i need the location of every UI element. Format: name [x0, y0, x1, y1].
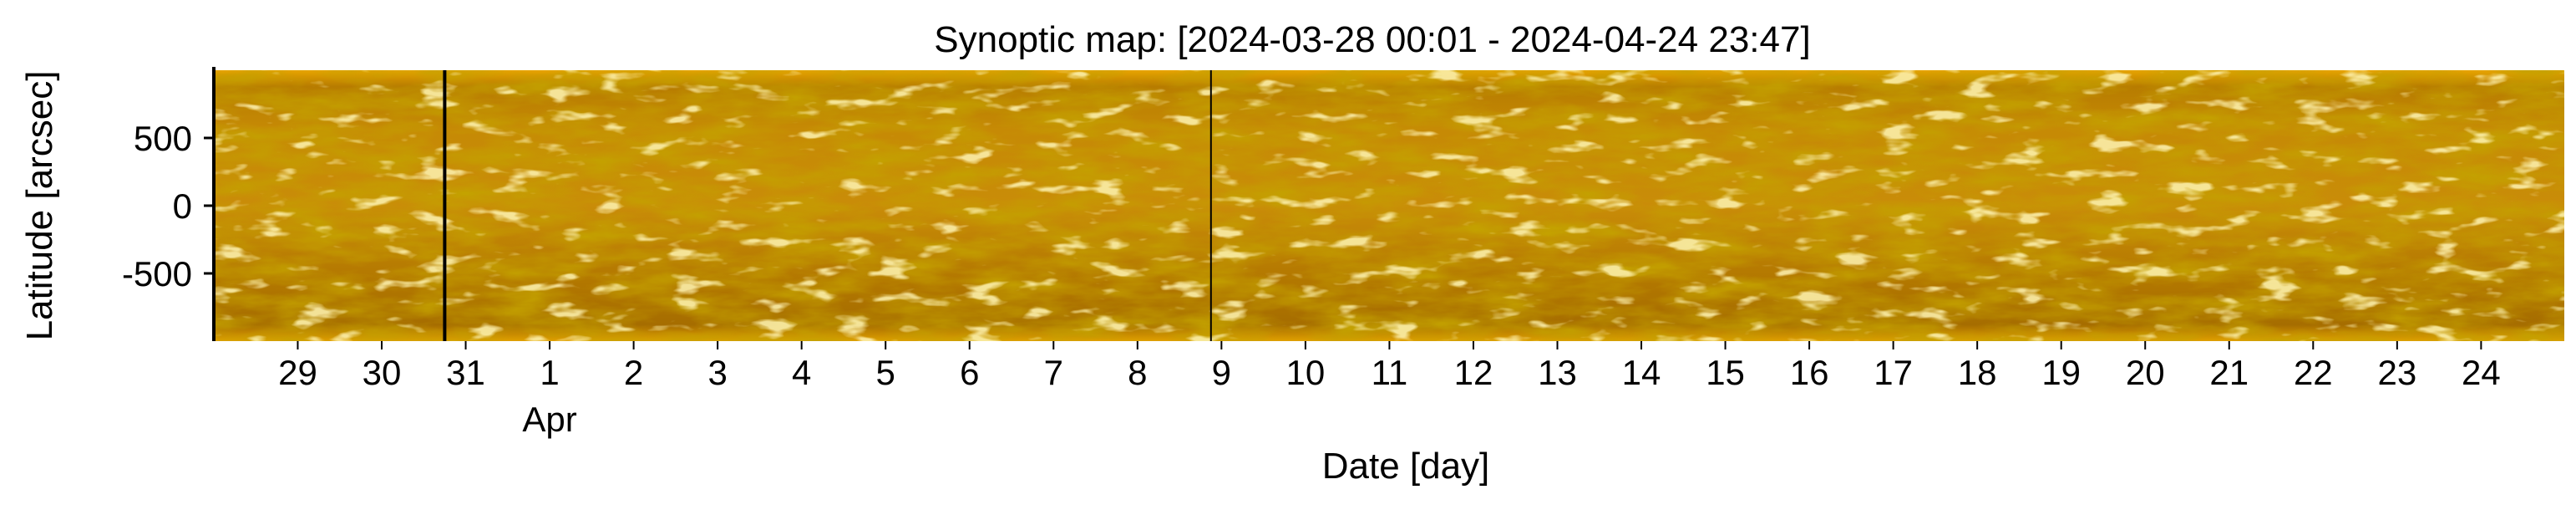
x-tick-label: 7 — [1044, 353, 1063, 392]
x-tick-label: 14 — [1622, 353, 1661, 392]
x-tick-label: 29 — [278, 353, 317, 392]
y-tick-label: -500 — [122, 254, 192, 293]
x-tick-label: 16 — [1790, 353, 1829, 392]
y-tick-label: 500 — [134, 119, 192, 158]
x-tick-label: 4 — [792, 353, 811, 392]
x-tick-label: 11 — [1372, 353, 1408, 392]
x-tick-label: 2 — [624, 353, 643, 392]
x-tick-label: 18 — [1958, 353, 1997, 392]
y-tick-label: 0 — [173, 186, 192, 226]
x-tick-label: 1 — [540, 353, 559, 392]
x-tick-label: 5 — [876, 353, 895, 392]
heatmap-bright-regions — [214, 70, 2564, 341]
x-tick-label: 24 — [2462, 353, 2501, 392]
x-tick-label: 13 — [1538, 353, 1577, 392]
x-tick-label: 30 — [363, 353, 402, 392]
x-tick-label: 17 — [1874, 353, 1913, 392]
x-tick-label: 20 — [2126, 353, 2165, 392]
x-axis-label: Date [day] — [1322, 446, 1490, 487]
x-tick-label: 3 — [707, 353, 727, 392]
x-axis-ticks: 29 30 31 1 2 3 4 5 6 7 8 9 10 11 12 13 14 15 16 17 18 19 20 21 2… — [278, 341, 2501, 439]
x-tick-label: 31 — [446, 353, 485, 392]
x-tick-label: 12 — [1454, 353, 1493, 392]
x-month-label: Apr — [522, 400, 576, 439]
x-tick-label: 10 — [1286, 353, 1326, 392]
heatmap-plot-area — [214, 70, 2564, 341]
x-tick-label: 9 — [1212, 353, 1231, 392]
x-tick-label: 15 — [1706, 353, 1745, 392]
x-tick-label: 22 — [2294, 353, 2333, 392]
x-tick-label: 23 — [2377, 353, 2416, 392]
x-tick-label: 8 — [1128, 353, 1147, 392]
y-axis-label: Latitude [arcsec] — [19, 71, 60, 341]
x-tick-label: 19 — [2041, 353, 2081, 392]
y-axis-ticks: 500 0 -500 — [122, 119, 214, 293]
x-tick-label: 21 — [2209, 353, 2249, 392]
chart-title: Synoptic map: [2024-03-28 00:01 - 2024-0… — [934, 19, 1810, 60]
data-gap-lines — [443, 70, 1212, 341]
x-tick-label: 6 — [960, 353, 979, 392]
